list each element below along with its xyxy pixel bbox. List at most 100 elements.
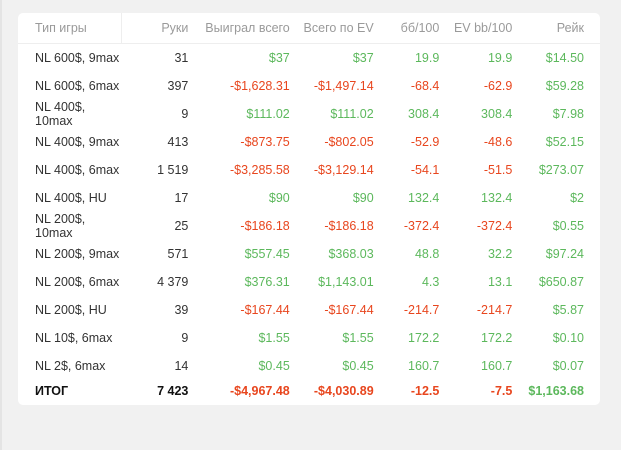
cell-rake: $5.87 [552, 303, 584, 317]
cell-hands: 7 423 [157, 384, 189, 398]
cell-game-type: NL 600$, 9max [35, 51, 120, 65]
table-row: NL 10$, 6max 9 $1.55 $1.55 172.2 172.2 $0.10 [18, 324, 600, 352]
cell-bb100: -12.5 [410, 384, 440, 398]
cell-ev-bb100: 160.7 [481, 359, 513, 373]
cell-ev-bb100: 308.4 [481, 107, 513, 121]
cell-rake: $0.07 [552, 359, 584, 373]
cell-game-type: NL 200$, 6max [35, 275, 120, 289]
cell-ev-total: $0.45 [342, 359, 374, 373]
cell-ev-bb100: 19.9 [487, 51, 513, 65]
table-row: NL 400$, 9max 413 -$873.75 -$802.05 -52.9 -48… [18, 128, 600, 156]
cell-game-type: NL 200$, 9max [35, 247, 120, 261]
cell-game-type: NL 10$, 6max [35, 331, 113, 345]
cell-bb100: 160.7 [408, 359, 440, 373]
cell-won-total: $0.45 [258, 359, 290, 373]
table-row: NL 200$, 6max 4 379 $376.31 $1,143.01 4.3 13.… [18, 268, 600, 296]
cell-ev-total: $90 [352, 191, 374, 205]
page-edge [0, 0, 2, 450]
column-header-hands[interactable]: Руки [121, 13, 189, 44]
table-row: NL 400$, 6max 1 519 -$3,285.58 -$3,129.14 -5… [18, 156, 600, 184]
column-header-bb100[interactable]: бб/100 [373, 13, 440, 44]
cell-bb100: -214.7 [403, 303, 440, 317]
cell-ev-total: $1.55 [342, 331, 374, 345]
cell-ev-bb100: -51.5 [483, 163, 513, 177]
column-header-ev-total[interactable]: Всего по EV [289, 13, 374, 44]
table-row: NL 400$, 10max 9 $111.02 $111.02 308.4 308.4 $… [18, 100, 600, 128]
table-row: NL 600$, 9max 31 $37 $37 19.9 19.9 $14.50 [18, 44, 600, 73]
cell-hands: 9 [181, 331, 189, 345]
cell-rake: $97.24 [545, 247, 584, 261]
cell-rake: $0.55 [552, 219, 584, 233]
cell-ev-bb100: 13.1 [487, 275, 513, 289]
table-row: NL 200$, 9max 571 $557.45 $368.03 48.8 32.2 $9… [18, 240, 600, 268]
cell-ev-bb100: 132.4 [481, 191, 513, 205]
cell-game-type: NL 400$, 9max [35, 135, 120, 149]
cell-ev-total: $37 [352, 51, 374, 65]
cell-ev-total: -$167.44 [324, 303, 374, 317]
cell-ev-bb100: -7.5 [490, 384, 513, 398]
cell-won-total: -$3,285.58 [229, 163, 290, 177]
cell-rake: $59.28 [545, 79, 584, 93]
cell-ev-total: $111.02 [330, 107, 374, 121]
stats-card: Тип игры Руки Выиграл всего Всего по EV бб/1… [18, 13, 600, 405]
table-row: NL 200$, 10max 25 -$186.18 -$186.18 -372.4 -3… [18, 212, 600, 240]
cell-hands: 17 [174, 191, 189, 205]
cell-ev-bb100: -48.6 [483, 135, 513, 149]
cell-bb100: -68.4 [410, 79, 440, 93]
cell-hands: 397 [167, 79, 189, 93]
cell-bb100: -372.4 [403, 219, 440, 233]
cell-won-total: $37 [268, 51, 290, 65]
cell-won-total: -$1,628.31 [229, 79, 290, 93]
cell-ev-bb100: 32.2 [487, 247, 513, 261]
table-row: NL 600$, 6max 397 -$1,628.31 -$1,497.14 -68.… [18, 72, 600, 100]
cell-won-total: $111.02 [246, 107, 290, 121]
cell-hands: 25 [174, 219, 189, 233]
cell-game-type: NL 200$, HU [35, 303, 107, 317]
cell-hands: 571 [167, 247, 189, 261]
cell-hands: 413 [167, 135, 189, 149]
cell-hands: 1 519 [157, 163, 189, 177]
cell-game-type: NL 400$, 6max [35, 163, 120, 177]
cell-bb100: 172.2 [408, 331, 440, 345]
cell-hands: 39 [174, 303, 189, 317]
cell-hands: 14 [174, 359, 189, 373]
cell-rake: $52.15 [545, 135, 584, 149]
cell-won-total: -$167.44 [240, 303, 290, 317]
cell-ev-bb100: -62.9 [483, 79, 513, 93]
column-header-rake[interactable]: Рейк [512, 13, 600, 44]
cell-bb100: 308.4 [408, 107, 440, 121]
cell-hands: 9 [181, 107, 189, 121]
cell-won-total: $557.45 [244, 247, 290, 261]
cell-bb100: -54.1 [410, 163, 440, 177]
cell-bb100: 48.8 [414, 247, 440, 261]
cell-won-total: $1.55 [258, 331, 290, 345]
column-header-won-total[interactable]: Выиграл всего [188, 13, 290, 44]
cell-rake: $1,163.68 [528, 384, 584, 398]
cell-bb100: 4.3 [421, 275, 440, 289]
cell-ev-bb100: -214.7 [476, 303, 513, 317]
cell-bb100: -52.9 [410, 135, 440, 149]
cell-won-total: -$873.75 [240, 135, 290, 149]
cell-ev-total: -$3,129.14 [313, 163, 374, 177]
cell-ev-total: -$186.18 [324, 219, 374, 233]
cell-ev-bb100: 172.2 [481, 331, 513, 345]
cell-hands: 31 [174, 51, 189, 65]
column-header-ev-bb100[interactable]: EV bb/100 [439, 13, 513, 44]
cell-won-total: $90 [268, 191, 290, 205]
cell-hands: 4 379 [157, 275, 189, 289]
cell-bb100: 132.4 [408, 191, 440, 205]
cell-won-total: -$4,967.48 [229, 384, 290, 398]
cell-game-type: NL 400$, HU [35, 191, 107, 205]
cell-game-type: NL 400$, 10max [35, 100, 86, 128]
cell-ev-bb100: -372.4 [476, 219, 513, 233]
cell-ev-total: -$802.05 [324, 135, 374, 149]
cell-ev-total: $1,143.01 [318, 275, 374, 289]
cell-game-type: ИТОГ [35, 384, 69, 398]
cell-ev-total: -$4,030.89 [313, 384, 374, 398]
column-header-game-type[interactable]: Тип игры [18, 13, 122, 44]
cell-won-total: -$186.18 [240, 219, 290, 233]
cell-won-total: $376.31 [244, 275, 290, 289]
cell-game-type: NL 2$, 6max [35, 359, 106, 373]
table-header: Тип игры Руки Выиграл всего Всего по EV бб/1… [18, 13, 600, 44]
cell-rake: $650.87 [538, 275, 584, 289]
